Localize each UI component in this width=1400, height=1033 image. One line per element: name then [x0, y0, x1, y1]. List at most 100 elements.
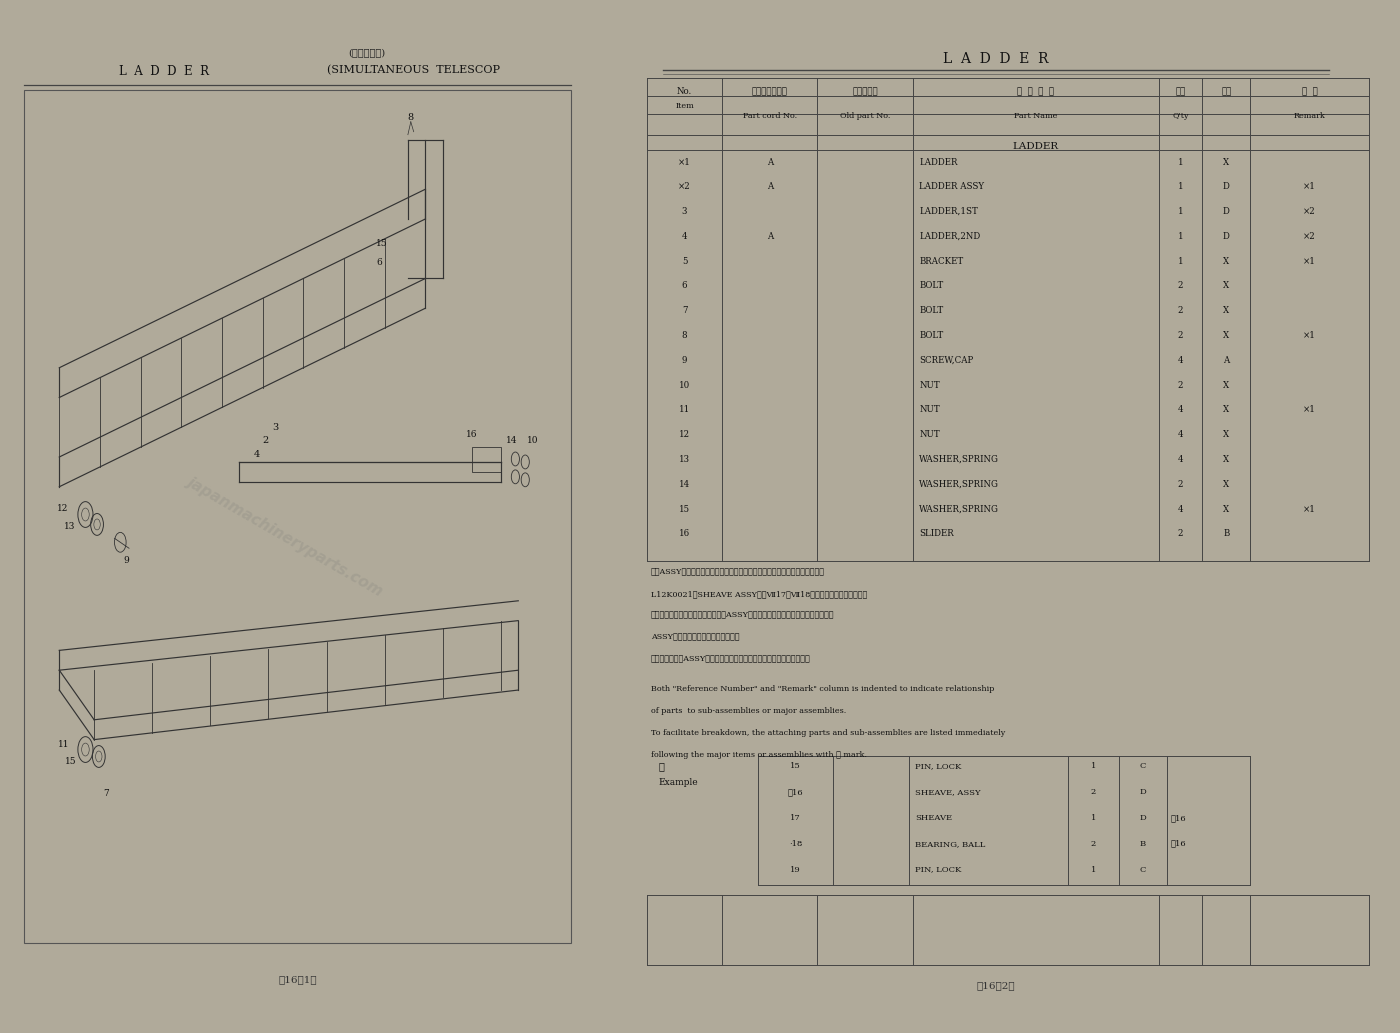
- Text: 14: 14: [505, 436, 517, 445]
- Text: 7: 7: [102, 789, 109, 799]
- Text: 13: 13: [679, 455, 690, 464]
- Text: 1: 1: [1177, 231, 1183, 241]
- Text: Part Name: Part Name: [1014, 112, 1057, 120]
- Text: LADDER: LADDER: [1012, 142, 1058, 151]
- Text: 2: 2: [1177, 380, 1183, 389]
- Text: 10: 10: [526, 436, 539, 445]
- Text: 2: 2: [262, 436, 269, 445]
- Text: following the major items or assemblies with ※ mark.: following the major items or assemblies …: [651, 751, 867, 758]
- Text: 19: 19: [790, 866, 801, 874]
- Text: 14: 14: [679, 479, 690, 489]
- Text: BOLT: BOLT: [920, 331, 944, 340]
- Text: ※16: ※16: [788, 788, 804, 796]
- Text: 4: 4: [1177, 455, 1183, 464]
- Text: WASHER,SPRING: WASHER,SPRING: [920, 504, 1000, 513]
- Bar: [472, 447, 501, 472]
- Text: 2: 2: [1177, 479, 1183, 489]
- Text: 6: 6: [682, 281, 687, 290]
- Text: Old part No.: Old part No.: [840, 112, 890, 120]
- Text: 6: 6: [377, 258, 382, 268]
- Text: 備  考: 備 考: [1302, 87, 1317, 96]
- Text: C: C: [1140, 866, 1147, 874]
- Text: BEARING, BALL: BEARING, BALL: [916, 840, 986, 848]
- Text: To facilitate breakdown, the attaching parts and sub-assemblies are listed immed: To facilitate breakdown, the attaching p…: [651, 728, 1005, 737]
- Text: D: D: [1222, 182, 1229, 191]
- Text: SLIDER: SLIDER: [920, 529, 953, 538]
- Text: LADDER,2ND: LADDER,2ND: [920, 231, 980, 241]
- Text: D: D: [1140, 814, 1147, 822]
- Text: (同時伸縮型): (同時伸縮型): [349, 49, 386, 58]
- Text: 層別: 層別: [1221, 87, 1232, 96]
- Text: －16－1－: －16－1－: [279, 975, 316, 984]
- Text: 1: 1: [1091, 866, 1096, 874]
- Text: 4: 4: [1177, 430, 1183, 439]
- Text: 3: 3: [272, 424, 279, 432]
- Text: (SIMULTANEOUS  TELESCOP: (SIMULTANEOUS TELESCOP: [328, 65, 500, 75]
- Text: X: X: [1224, 504, 1229, 513]
- Text: X: X: [1224, 430, 1229, 439]
- Text: 12: 12: [56, 504, 69, 513]
- Text: ×1: ×1: [1303, 182, 1316, 191]
- Text: ·18: ·18: [790, 840, 802, 848]
- Text: A: A: [767, 182, 773, 191]
- Text: 3: 3: [682, 207, 687, 216]
- Text: 4: 4: [1177, 504, 1183, 513]
- Text: ×1: ×1: [1303, 504, 1316, 513]
- Text: L12K0021のSHEAVE ASSYは、Ⅶ17とⅦ18の部品を含んでおります。: L12K0021のSHEAVE ASSYは、Ⅶ17とⅦ18の部品を含んでおります…: [651, 590, 867, 598]
- Text: 15: 15: [679, 504, 690, 513]
- Text: L  A  D  D  E  R: L A D D E R: [944, 53, 1049, 66]
- Text: 例: 例: [659, 762, 665, 772]
- Text: X: X: [1224, 405, 1229, 414]
- Text: 9: 9: [682, 355, 687, 365]
- Text: Item: Item: [675, 102, 694, 109]
- Text: SHEAVE, ASSY: SHEAVE, ASSY: [916, 788, 981, 796]
- Text: Remark: Remark: [1294, 112, 1326, 120]
- Text: サブASSY．セット部品の部品コード番号は下記々入方法を用いております。: サブASSY．セット部品の部品コード番号は下記々入方法を用いております。: [651, 568, 825, 576]
- Text: BOLT: BOLT: [920, 306, 944, 315]
- Text: of parts  to sub-assemblies or major assemblies.: of parts to sub-assemblies or major asse…: [651, 707, 846, 715]
- Text: ASSY部品の坂が記入してあります。: ASSY部品の坂が記入してあります。: [651, 633, 739, 641]
- Text: Example: Example: [659, 778, 699, 787]
- Text: PIN, LOCK: PIN, LOCK: [916, 866, 962, 874]
- Text: 5: 5: [682, 256, 687, 265]
- Text: 15: 15: [377, 240, 388, 248]
- Text: BRACKET: BRACKET: [920, 256, 963, 265]
- Text: B: B: [1224, 529, 1229, 538]
- Text: C: C: [1140, 762, 1147, 771]
- Text: 部  品  名  称: 部 品 名 称: [1018, 87, 1054, 96]
- Text: LADDER ASSY: LADDER ASSY: [920, 182, 984, 191]
- Text: X: X: [1224, 256, 1229, 265]
- Text: 9: 9: [123, 556, 129, 565]
- Text: 4: 4: [1177, 355, 1183, 365]
- Text: X: X: [1224, 331, 1229, 340]
- Text: NUT: NUT: [920, 405, 939, 414]
- Bar: [24, 90, 571, 943]
- Text: D: D: [1222, 231, 1229, 241]
- Text: WASHER,SPRING: WASHER,SPRING: [920, 455, 1000, 464]
- Text: Both "Reference Number" and "Remark" column is indented to indicate relationship: Both "Reference Number" and "Remark" col…: [651, 685, 994, 693]
- Text: X: X: [1224, 380, 1229, 389]
- Text: 16: 16: [466, 430, 477, 439]
- Text: 16: 16: [679, 529, 690, 538]
- Text: WASHER,SPRING: WASHER,SPRING: [920, 479, 1000, 489]
- Text: D: D: [1222, 207, 1229, 216]
- Text: ×1: ×1: [1303, 405, 1316, 414]
- Text: LADDER: LADDER: [920, 157, 958, 166]
- Text: 2: 2: [1177, 529, 1183, 538]
- Text: 部品コード番号: 部品コード番号: [752, 87, 788, 96]
- Text: ※16: ※16: [1170, 840, 1186, 848]
- Text: ×2: ×2: [1303, 231, 1316, 241]
- Text: ×2: ×2: [678, 182, 692, 191]
- Text: 10: 10: [679, 380, 690, 389]
- Text: 8: 8: [407, 113, 414, 122]
- Text: japanmachineryparts.com: japanmachineryparts.com: [185, 474, 386, 599]
- Text: ※16: ※16: [1170, 814, 1186, 822]
- Text: ×1: ×1: [678, 157, 692, 166]
- Text: X: X: [1224, 281, 1229, 290]
- Text: －16－2－: －16－2－: [977, 981, 1015, 991]
- Text: A: A: [767, 157, 773, 166]
- Text: ×2: ×2: [1303, 207, 1316, 216]
- Text: No.: No.: [678, 87, 692, 96]
- Text: SCREW,CAP: SCREW,CAP: [920, 355, 973, 365]
- Text: 4: 4: [1177, 405, 1183, 414]
